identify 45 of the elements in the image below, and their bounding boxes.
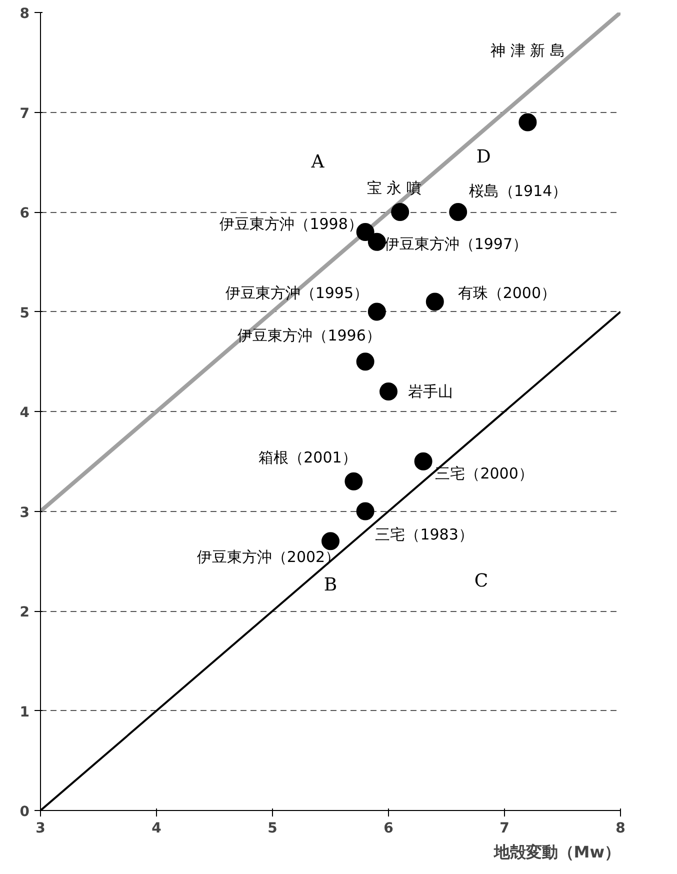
x-tick-label: 8 [616,820,626,836]
annotation: 箱根（2001） [258,448,357,466]
x-axis-title: 地殻変動（Mw） [492,842,620,862]
point [426,292,444,311]
annotation: 伊豆東方沖（1997） [384,234,528,253]
point [356,502,374,520]
y-tick-label: 4 [20,405,30,421]
annotation: 伊豆東方沖（1995） [225,284,368,302]
point [368,302,386,321]
x-tick-label: 5 [268,820,278,836]
annotation: 岩手山 [408,382,453,401]
y-tick-label: 6 [20,206,30,222]
annotation: 三宅（1983） [375,525,474,544]
y-tick-label: 3 [20,504,30,521]
annotation: 三宅（2000） [435,464,534,482]
point [449,203,468,221]
point [368,232,386,251]
annotation: A [310,152,326,173]
x-tick-label: 7 [500,820,510,836]
point [391,203,410,221]
point [518,113,537,132]
x-tick-label: 4 [152,820,162,836]
annotation: C [474,570,488,592]
point [344,472,363,490]
point [356,352,374,371]
y-tick-label: 8 [20,6,30,22]
point [380,382,398,401]
annotation: B [324,574,338,596]
y-tick-label: 1 [20,704,30,720]
y-tick-label: 5 [20,305,30,322]
point [356,222,374,241]
y-tick-label: 7 [20,106,30,122]
annotation: D [476,146,491,168]
point [414,452,432,470]
point [322,532,340,550]
annotation: 有珠（2000） [458,284,556,302]
x-tick-label: 6 [384,820,394,836]
annotation: 神 津 新 島 [490,41,565,60]
x-tick-label: 3 [36,820,46,836]
y-tick-label: 0 [20,804,30,820]
annotation: 宝 永 噴 [366,179,422,197]
annotation: 桜島（1914） [469,182,568,200]
annotation: 伊豆東方沖（1998） [220,214,363,233]
annotation: 伊豆東方沖（1996） [238,326,381,345]
y-tick-label: 2 [20,604,30,620]
